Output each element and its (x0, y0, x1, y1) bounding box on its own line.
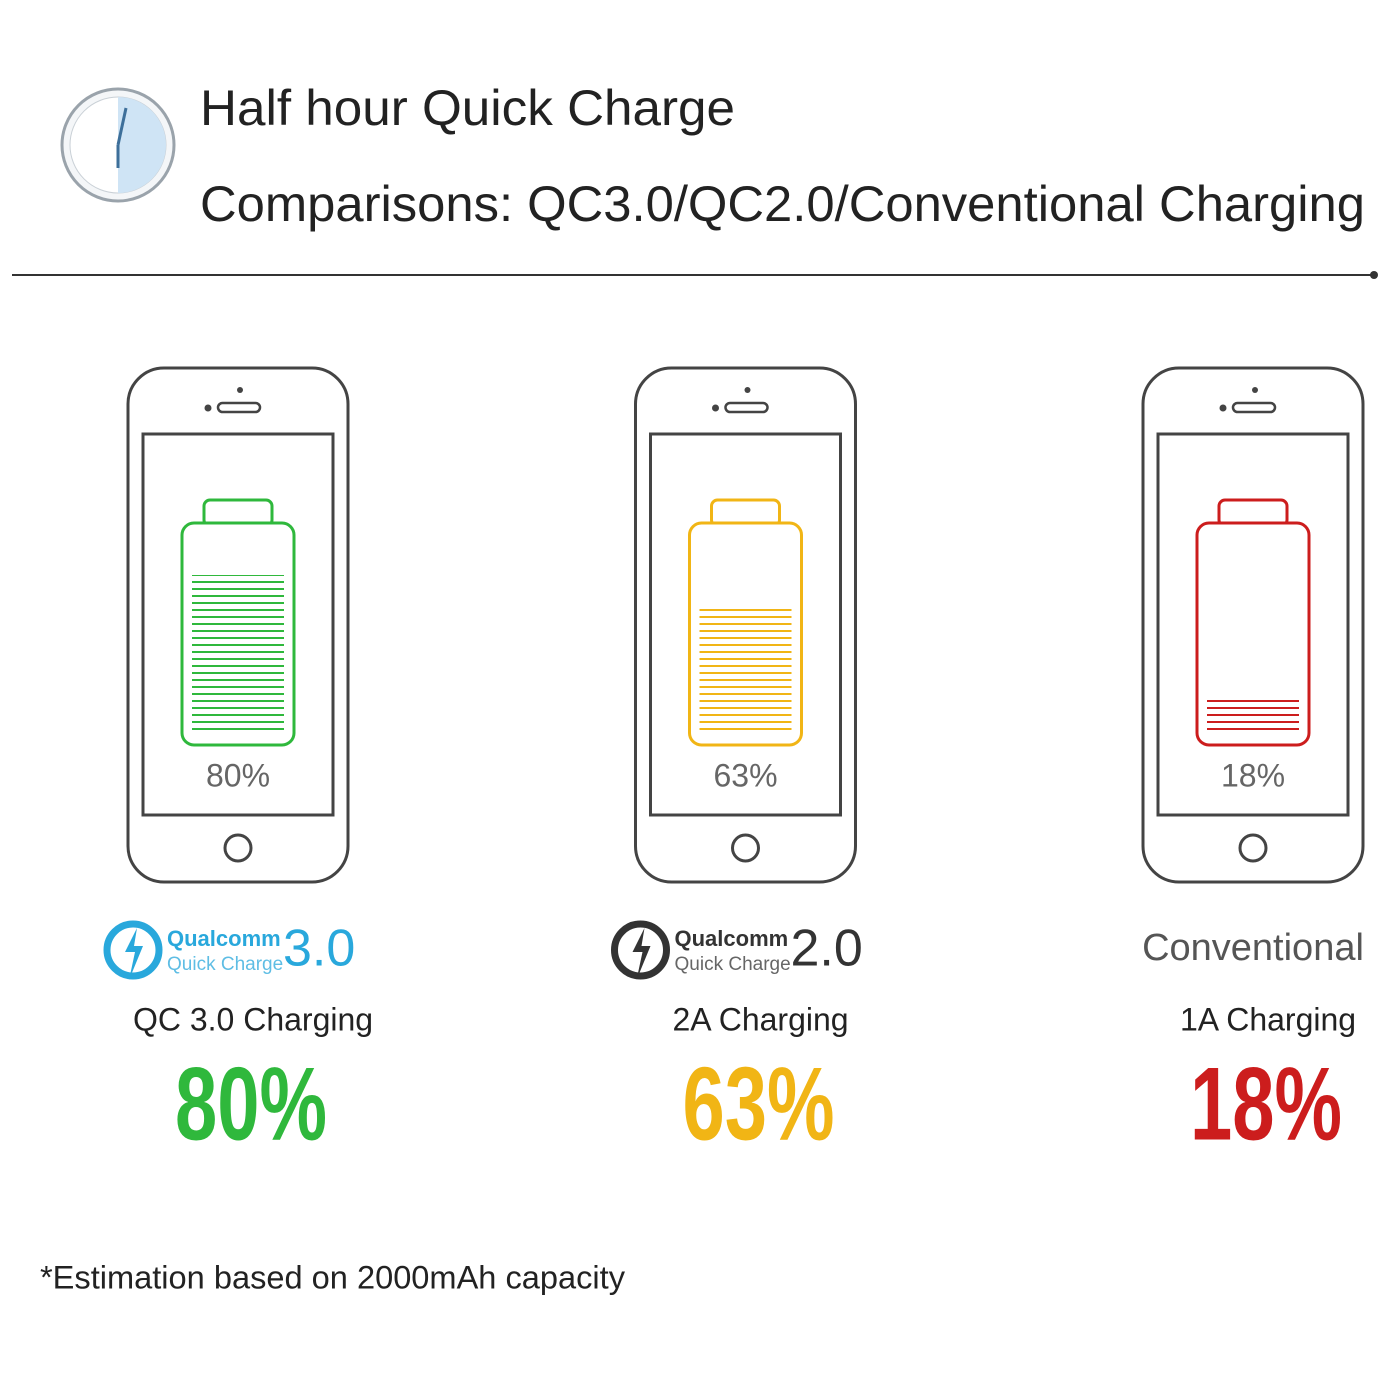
phone-camera (237, 387, 243, 393)
big-percent: 80% (175, 1046, 327, 1162)
logo-brand: Qualcomm (675, 926, 789, 951)
phone-speaker (1231, 401, 1277, 414)
phone-speaker (216, 401, 262, 414)
logo-product: Quick Charge (675, 954, 791, 975)
charging-label: 1A Charging (1180, 1001, 1356, 1037)
logo-version: 2.0 (791, 920, 863, 978)
charging-label: QC 3.0 Charging (133, 1001, 373, 1037)
big-percent: 18% (1190, 1046, 1342, 1162)
phone-camera (1252, 387, 1258, 393)
title: Half hour Quick Charge (200, 80, 735, 136)
phone-camera (712, 404, 719, 412)
clock-icon (60, 87, 176, 203)
charging-label: 2A Charging (672, 1001, 848, 1037)
phone-speaker (724, 401, 769, 414)
subtitle: Comparisons: QC3.0/QC2.0/Conventional Ch… (200, 176, 1365, 232)
battery-fill (699, 609, 792, 735)
home-button (223, 833, 253, 863)
battery-fill (1207, 699, 1299, 735)
home-button (731, 833, 760, 863)
phone-camera (204, 404, 212, 412)
divider-dot (1370, 271, 1378, 279)
home-button (1238, 833, 1268, 863)
footnote: *Estimation based on 2000mAh capacity (40, 1259, 625, 1295)
big-percent: 63% (683, 1046, 835, 1162)
phone-camera (1219, 404, 1227, 412)
screen-percent: 80% (206, 757, 270, 793)
logo-bolt (125, 928, 143, 980)
logo-brand: Qualcomm (167, 926, 281, 951)
phone-camera (744, 387, 751, 393)
logo-ring (103, 920, 163, 980)
screen-percent: 18% (1221, 757, 1285, 793)
screen-percent: 63% (713, 757, 777, 793)
battery-body (1195, 521, 1311, 747)
logo-product: Quick Charge (167, 954, 283, 975)
logo-bolt (632, 928, 651, 980)
logo-ring (611, 920, 670, 980)
logo-version: 3.0 (283, 920, 355, 978)
logo-text: Conventional (1142, 927, 1364, 969)
battery-fill (192, 575, 284, 735)
